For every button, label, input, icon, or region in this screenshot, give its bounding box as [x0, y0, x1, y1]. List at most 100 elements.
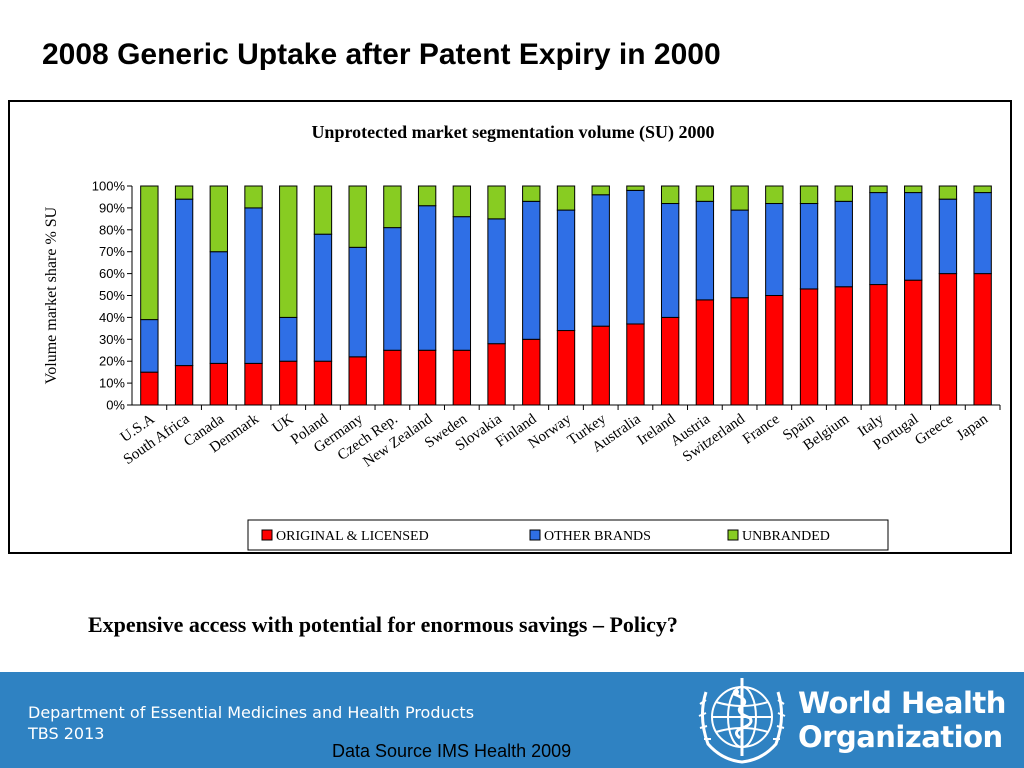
bar-segment: [244, 207, 263, 364]
bar-segment: [730, 185, 749, 211]
y-tick-label: 20%: [99, 354, 125, 369]
bar-segment: [973, 273, 992, 406]
who-name-line2: Organization: [798, 720, 1003, 754]
y-tick-label: 90%: [99, 200, 125, 215]
bar-segment: [209, 251, 228, 364]
bar-segment: [695, 200, 715, 301]
footer-bar: Department of Essential Medicines and He…: [0, 672, 1024, 768]
bar-segment: [383, 227, 402, 351]
bar-segment: [765, 295, 784, 406]
y-tick-label: 70%: [99, 244, 125, 259]
bar-segment: [765, 203, 784, 296]
bar-segment: [383, 349, 402, 406]
y-tick-label: 50%: [99, 288, 125, 303]
bar-segment: [556, 330, 576, 406]
bar-segment: [174, 365, 194, 406]
bar-segment: [417, 185, 437, 207]
y-axis-label-group: Volume market share % SU: [43, 206, 60, 384]
bar-segment: [904, 192, 923, 281]
bar-segment: [660, 203, 680, 318]
bar-segment: [765, 185, 784, 205]
bar-segment: [904, 279, 923, 406]
legend-label: OTHER BRANDS: [544, 529, 651, 544]
bar-segment: [834, 185, 853, 202]
y-tick-label: 100%: [92, 179, 126, 194]
bar-segment: [522, 338, 541, 406]
bar-segment: [799, 288, 819, 406]
legend: ORIGINAL & LICENSED OTHER BRANDS UNBRANDED: [247, 519, 889, 551]
bar-segment: [799, 185, 819, 205]
bar-segment: [973, 185, 992, 194]
bar-segment: [834, 200, 853, 288]
bar-segment: [244, 185, 263, 209]
footer-department-block: Department of Essential Medicines and He…: [28, 702, 474, 744]
bar-segment: [556, 185, 576, 211]
legend-swatch: [727, 529, 739, 541]
legend-swatch: [261, 529, 273, 541]
bar-segment: [695, 185, 715, 202]
data-source-note: Data Source IMS Health 2009: [332, 741, 572, 761]
bar-segment: [209, 362, 228, 406]
bar-segment: [730, 297, 749, 406]
bar-segment: [591, 325, 610, 406]
chart-title: Unprotected market segmentation volume (…: [311, 122, 714, 143]
plot-area: 0%10%20%30%40%50%60%70%80%90%100%U.S.ASo…: [92, 179, 1001, 470]
x-category-label: Greece: [912, 411, 956, 449]
bar-segment: [313, 233, 333, 362]
bar-segment: [487, 185, 506, 220]
bar-segment: [383, 185, 402, 229]
bar-segment: [452, 349, 472, 406]
bar-segment: [140, 319, 159, 373]
slide-subtitle: Expensive access with potential for enor…: [88, 612, 678, 637]
bar-segment: [313, 185, 333, 235]
slide-title: 2008 Generic Uptake after Patent Expiry …: [42, 38, 721, 71]
bar-segment: [452, 185, 472, 218]
chart-frame: Unprotected market segmentation volume (…: [8, 100, 1012, 554]
bar-segment: [660, 185, 680, 205]
bar-segment: [938, 198, 958, 275]
bar-segment: [140, 371, 159, 406]
x-category-label: France: [740, 411, 783, 448]
bar-segment: [556, 209, 576, 332]
bar-segment: [730, 209, 749, 299]
bar-segment: [834, 286, 853, 406]
x-category-label: Japan: [954, 411, 992, 444]
bar-segment: [626, 185, 645, 191]
bar-segment: [348, 246, 367, 358]
legend-label: ORIGINAL & LICENSED: [276, 529, 429, 544]
bar-segment: [279, 185, 298, 318]
y-axis-label: Volume market share % SU: [43, 206, 60, 384]
bar-segment: [417, 349, 437, 406]
y-tick-label: 30%: [99, 332, 125, 347]
bar-segment: [695, 299, 715, 406]
department-name: Department of Essential Medicines and He…: [28, 703, 475, 722]
bar-segment: [626, 323, 645, 406]
bar-segment: [591, 185, 610, 196]
bar-segment: [522, 200, 541, 340]
bar-segment: [279, 316, 298, 362]
bar-segment: [313, 360, 333, 406]
legend-label: UNBRANDED: [742, 529, 830, 544]
bar-segment: [452, 216, 472, 351]
bar-segment: [626, 189, 645, 325]
bar-segment: [869, 284, 888, 406]
bar-segment: [938, 185, 958, 200]
bar-segment: [799, 203, 819, 290]
bar-segment: [348, 185, 367, 248]
bar-segment: [348, 356, 367, 406]
bar-segment: [938, 273, 958, 406]
bar-segment: [869, 185, 888, 194]
bar-segment: [209, 185, 228, 253]
y-tick-label: 60%: [99, 266, 125, 281]
bar-segment: [279, 360, 298, 406]
footer-code: TBS 2013: [28, 724, 105, 743]
bar-segment: [869, 192, 888, 286]
bar-segment: [487, 343, 506, 406]
bar-segment: [522, 185, 541, 202]
bar-segment: [140, 185, 159, 321]
bar-segment: [244, 362, 263, 406]
y-tick-label: 0%: [106, 398, 125, 413]
bar-segment: [174, 198, 194, 367]
who-emblem-icon: [698, 678, 786, 764]
bar-segment: [174, 185, 194, 200]
